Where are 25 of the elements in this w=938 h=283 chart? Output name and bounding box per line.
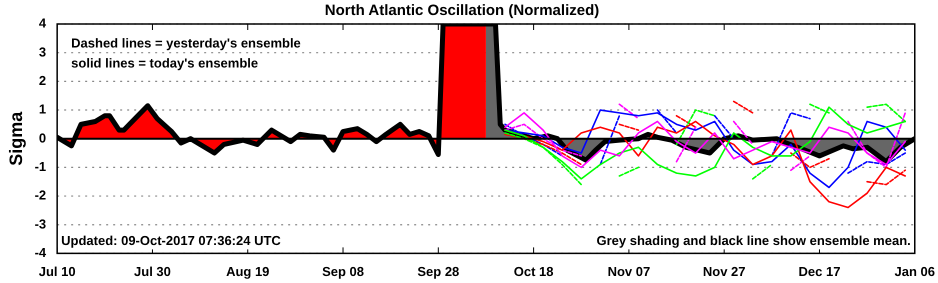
y-tick-label: 4 — [38, 16, 47, 31]
y-tick-label: -1 — [34, 158, 46, 174]
annotation: solid lines = today's ensemble — [71, 56, 258, 71]
annotation: Dashed lines = yesterday's ensemble — [71, 36, 301, 51]
x-tick-label: Jul 10 — [38, 264, 76, 279]
y-tick-label: -2 — [34, 188, 46, 203]
x-tick-label: Aug 19 — [226, 264, 270, 279]
x-tick-label: Sep 08 — [322, 264, 364, 279]
x-tick-label: Jan 06 — [894, 264, 936, 279]
y-tick-label: 2 — [38, 72, 46, 88]
y-tick-label: 1 — [38, 102, 46, 117]
x-tick-label: Nov 27 — [702, 264, 746, 279]
y-tick-label: -3 — [34, 216, 46, 232]
chart-title: North Atlantic Oscillation (Normalized) — [324, 2, 600, 20]
y-tick-label: -4 — [34, 244, 47, 260]
y-axis-title: Sigma — [6, 110, 26, 166]
x-tick-label: Dec 17 — [798, 264, 840, 279]
y-tick-label: 3 — [38, 44, 46, 60]
x-tick-label: Jul 30 — [134, 264, 171, 279]
annotation: Updated: 09-Oct-2017 07:36:24 UTC — [61, 232, 282, 248]
x-tick-label: Sep 28 — [417, 264, 460, 279]
annotation: Grey shading and black line show ensemble mean. — [596, 232, 911, 248]
x-tick-label: Oct 18 — [514, 264, 554, 279]
y-tick-label: 0 — [38, 130, 46, 146]
x-tick-label: Nov 07 — [608, 264, 650, 279]
